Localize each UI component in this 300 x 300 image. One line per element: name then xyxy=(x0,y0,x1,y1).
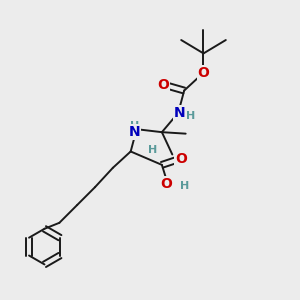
Text: H: H xyxy=(130,121,139,131)
Text: H: H xyxy=(186,111,195,122)
Text: N: N xyxy=(128,125,140,139)
Text: H: H xyxy=(180,181,189,191)
Text: O: O xyxy=(198,66,209,80)
Text: O: O xyxy=(161,177,172,191)
Text: O: O xyxy=(175,152,187,166)
Text: H: H xyxy=(148,145,158,155)
Text: O: O xyxy=(158,78,169,92)
Text: N: N xyxy=(174,106,185,120)
